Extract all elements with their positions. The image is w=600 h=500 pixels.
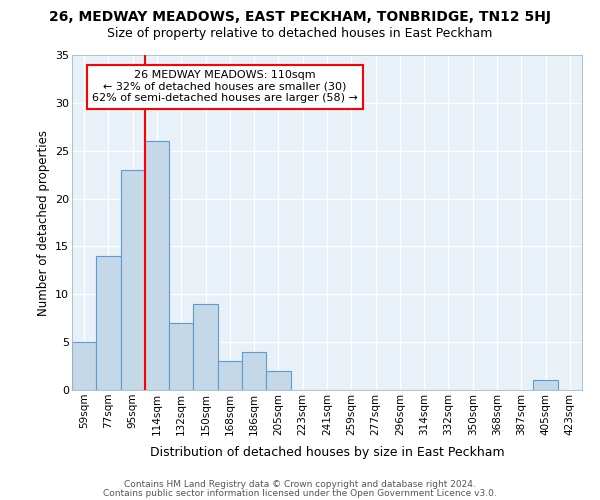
X-axis label: Distribution of detached houses by size in East Peckham: Distribution of detached houses by size … xyxy=(149,446,505,459)
Y-axis label: Number of detached properties: Number of detached properties xyxy=(37,130,50,316)
Bar xyxy=(266,371,290,390)
Text: Contains public sector information licensed under the Open Government Licence v3: Contains public sector information licen… xyxy=(103,489,497,498)
Bar xyxy=(169,323,193,390)
Bar xyxy=(218,362,242,390)
Text: Size of property relative to detached houses in East Peckham: Size of property relative to detached ho… xyxy=(107,28,493,40)
Bar xyxy=(193,304,218,390)
Bar xyxy=(145,141,169,390)
Bar xyxy=(96,256,121,390)
Bar xyxy=(242,352,266,390)
Text: 26 MEDWAY MEADOWS: 110sqm
← 32% of detached houses are smaller (30)
62% of semi-: 26 MEDWAY MEADOWS: 110sqm ← 32% of detac… xyxy=(92,70,358,103)
Text: Contains HM Land Registry data © Crown copyright and database right 2024.: Contains HM Land Registry data © Crown c… xyxy=(124,480,476,489)
Bar xyxy=(72,342,96,390)
Text: 26, MEDWAY MEADOWS, EAST PECKHAM, TONBRIDGE, TN12 5HJ: 26, MEDWAY MEADOWS, EAST PECKHAM, TONBRI… xyxy=(49,10,551,24)
Bar xyxy=(533,380,558,390)
Bar xyxy=(121,170,145,390)
